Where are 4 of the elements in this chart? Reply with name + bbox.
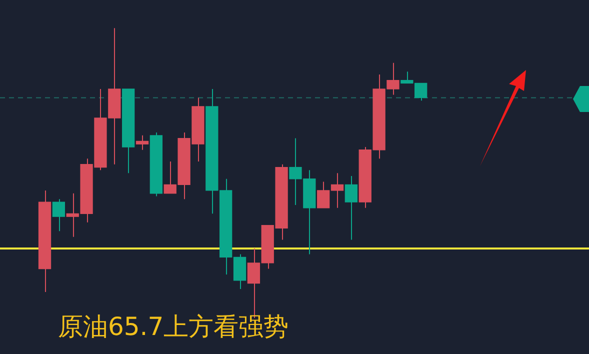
candlestick: [136, 134, 149, 150]
candlestick: [52, 198, 66, 232]
annotation: 原油65.7上方看强势: [58, 311, 289, 343]
candlestick: [344, 175, 358, 240]
